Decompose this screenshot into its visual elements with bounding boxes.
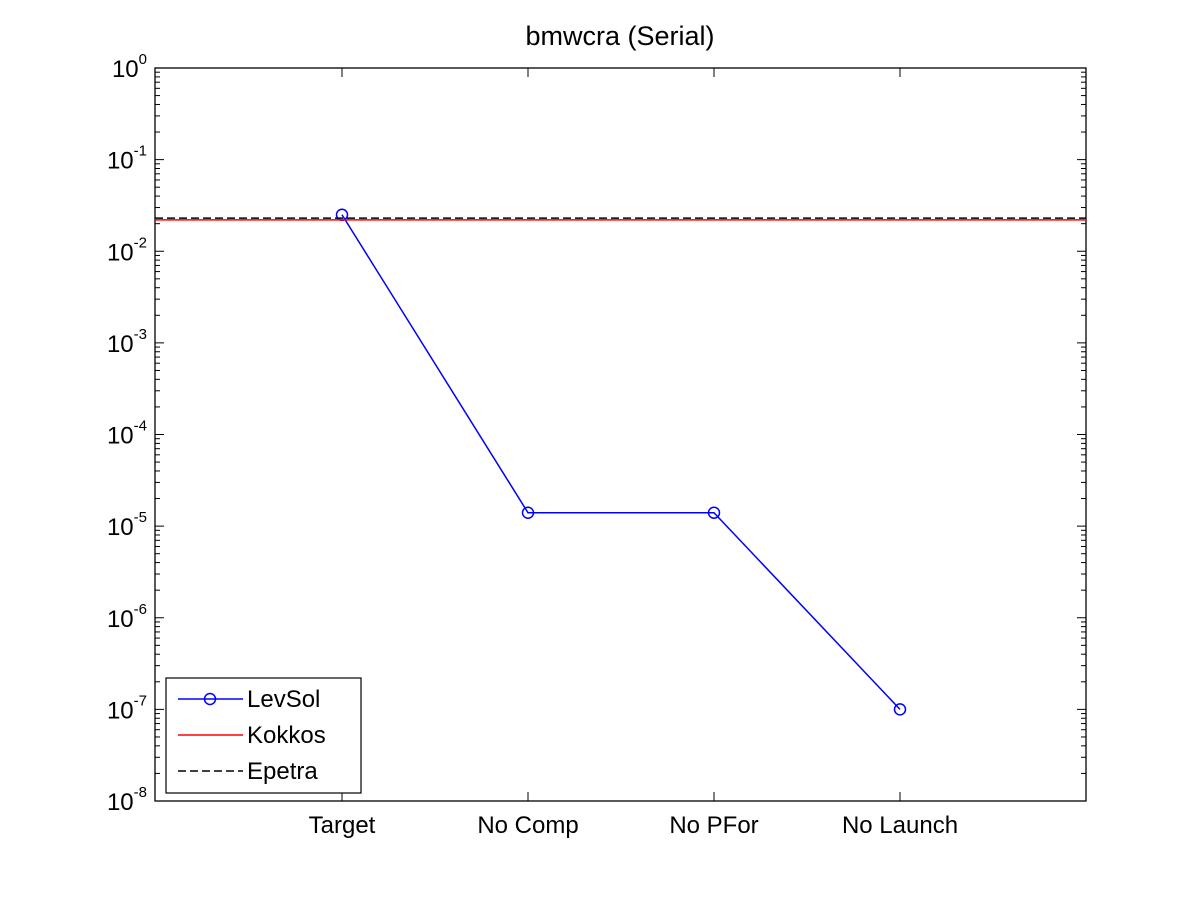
legend-marker-levsol [203,692,217,706]
legend-label-kokkos: Kokkos [247,722,326,749]
chart-title: bmwcra (Serial) [525,21,714,51]
series-lines [155,208,1086,716]
x-tick-label: Target [309,812,376,839]
y-tick-label: 10-7 [107,692,147,724]
levsol-point [521,506,535,519]
y-axis-labels: 10-8 10-7 10-6 10-5 10-4 10-3 10-2 10-1 100 [107,51,147,816]
x-tick-label: No Launch [842,812,958,839]
legend-label-epetra: Epetra [247,758,318,785]
y-tick-label: 10-4 [107,418,147,450]
levsol-point [893,703,907,716]
y-tick-label: 100 [112,51,147,83]
y-tick-label: 10-1 [107,143,147,175]
y-tick-label: 10-3 [107,326,147,358]
x-axis-labels: Target No Comp No PFor No Launch [309,812,958,839]
y-tick-label: 10-2 [107,234,147,266]
x-tick-label: No PFor [669,812,758,839]
x-tick-label: No Comp [477,812,578,839]
y-tick-label: 10-6 [107,601,147,633]
y-tick-label: 10-8 [107,784,147,816]
y-tick-label: 10-5 [107,509,147,541]
levsol-point [707,506,721,519]
levsol-line [341,214,901,710]
legend: LevSol Kokkos Epetra [165,677,362,794]
axis-ticks [155,67,1086,802]
legend-label-levsol: LevSol [247,686,320,713]
